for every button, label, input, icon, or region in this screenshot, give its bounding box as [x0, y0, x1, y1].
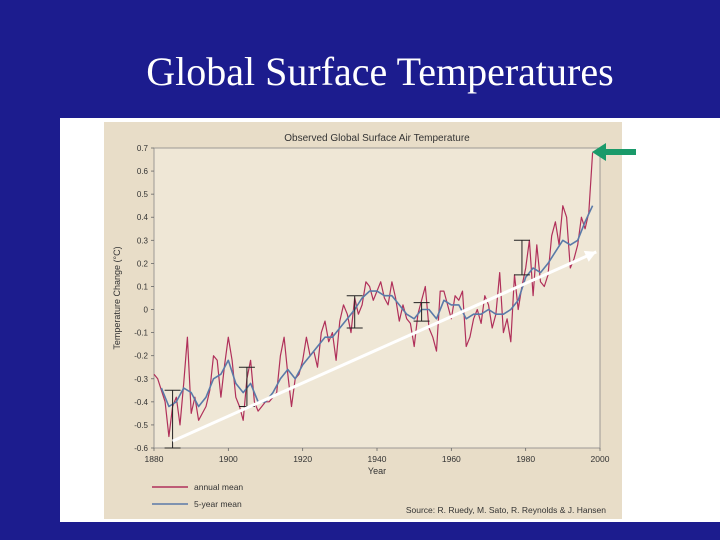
y-tick-label: -0.1 [134, 329, 148, 338]
source-note: Source: R. Ruedy, M. Sato, R. Reynolds &… [406, 505, 606, 515]
pointer-arrow [592, 143, 636, 161]
y-tick-label: 0.2 [137, 259, 149, 268]
pointer-arrow-shape [592, 143, 636, 161]
chart-title: Observed Global Surface Air Temperature [284, 133, 470, 144]
y-tick-label: 0.3 [137, 236, 149, 245]
error-bar [346, 295, 363, 329]
temperature-chart: Observed Global Surface Air Temperature -… [112, 133, 610, 515]
y-axis-label: Temperature Change (°C) [112, 246, 122, 349]
legend-label: annual mean [194, 482, 243, 492]
series-line-five-year-mean [160, 205, 594, 408]
y-tick-label: 0.7 [137, 144, 149, 153]
slide-title: Global Surface Temperatures [146, 49, 614, 94]
plot-area [153, 147, 601, 449]
x-tick-label: 2000 [591, 454, 610, 464]
y-tick-label: 0.4 [137, 213, 149, 222]
x-tick-label: 1920 [293, 454, 312, 464]
y-tick-label: 0.5 [137, 190, 149, 199]
legend: annual mean 5-year mean [152, 482, 243, 509]
x-tick-label: 1960 [442, 454, 461, 464]
legend-label: 5-year mean [194, 499, 242, 509]
y-tick-label: -0.2 [134, 352, 148, 361]
y-tick-label: -0.4 [134, 398, 148, 407]
error-bar [164, 389, 181, 449]
trend-arrow-head [583, 250, 597, 262]
y-tick-label: -0.3 [134, 375, 148, 384]
x-tick-label: 1900 [219, 454, 238, 464]
x-tick-label: 1940 [368, 454, 387, 464]
y-tick-label: -0.6 [134, 444, 148, 453]
trend-arrow-line [171, 250, 597, 443]
x-tick-label: 1880 [145, 454, 164, 464]
error-bar [513, 239, 530, 276]
error-bar [413, 302, 430, 322]
x-tick-label: 1980 [516, 454, 535, 464]
series-line-annual-mean [153, 152, 594, 438]
y-tick-label: -0.5 [134, 421, 148, 430]
y-tick-label: 0.6 [137, 167, 149, 176]
x-axis-label: Year [368, 466, 386, 476]
y-tick-label: 0 [144, 306, 149, 315]
y-tick-label: 0.1 [137, 282, 149, 291]
